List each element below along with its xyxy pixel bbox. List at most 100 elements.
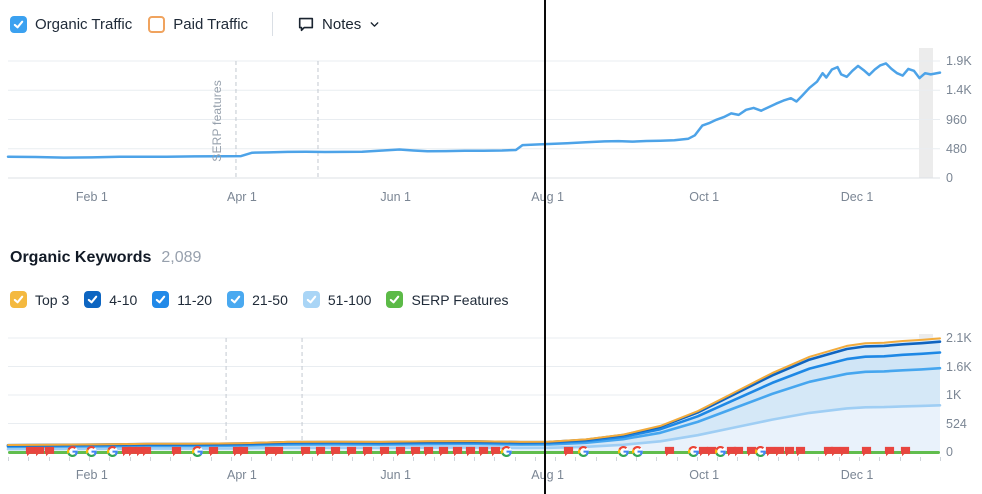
- checkbox-checked-icon: [302, 291, 320, 308]
- note-flag-icon[interactable]: [774, 446, 785, 457]
- note-flag-icon[interactable]: [706, 446, 717, 457]
- note-flag-icon[interactable]: [726, 446, 737, 457]
- note-flag-icon[interactable]: [746, 446, 757, 457]
- note-flag-icon[interactable]: [362, 446, 373, 457]
- note-flag-icon[interactable]: [839, 446, 850, 457]
- note-flag-icon[interactable]: [273, 446, 284, 457]
- serp-features-annotation: SERP features: [210, 80, 224, 162]
- note-flag-icon[interactable]: [330, 446, 341, 457]
- notes-dropdown[interactable]: Notes: [297, 15, 381, 33]
- organic-traffic-chart[interactable]: SERP features: [6, 45, 942, 179]
- note-flag-icon[interactable]: [171, 446, 182, 457]
- note-flag-icon[interactable]: [861, 446, 872, 457]
- note-flag-icon[interactable]: [563, 446, 574, 457]
- checkbox-checked-icon: [10, 291, 27, 308]
- note-flag-icon[interactable]: [315, 446, 326, 457]
- note-flag-icon[interactable]: [208, 446, 219, 457]
- keywords-header: Organic Keywords 2,089: [10, 249, 201, 267]
- legend-label: 21-50: [252, 291, 288, 308]
- y-axis-label: 480: [946, 141, 967, 156]
- google-update-icon[interactable]: [754, 446, 766, 457]
- checkbox-unchecked-icon: [148, 15, 166, 33]
- note-flag-icon[interactable]: [44, 446, 55, 457]
- note-flag-icon[interactable]: [423, 446, 434, 457]
- note-flag-icon[interactable]: [25, 446, 36, 457]
- note-flag-icon[interactable]: [465, 446, 476, 457]
- note-flag-icon[interactable]: [238, 446, 249, 457]
- keywords-x-axis: Feb 1 Apr 1 Jun 1 Aug 1 Oct 1 Dec 1: [8, 468, 940, 484]
- notes-label: Notes: [322, 15, 362, 33]
- note-flag-icon[interactable]: [733, 446, 744, 457]
- note-flag-icon[interactable]: [795, 446, 806, 457]
- note-flag-icon[interactable]: [346, 446, 357, 457]
- note-flag-icon[interactable]: [698, 446, 709, 457]
- note-flag-icon[interactable]: [884, 446, 895, 457]
- note-flag-icon[interactable]: [900, 446, 911, 457]
- google-update-icon[interactable]: [617, 446, 629, 457]
- checkbox-checked-icon: [10, 15, 27, 33]
- checkbox-checked-icon: [152, 291, 170, 308]
- note-flag-icon[interactable]: [34, 446, 45, 457]
- organic-traffic-label: Organic Traffic: [35, 15, 133, 33]
- traffic-x-axis: Feb 1 Apr 1 Jun 1 Aug 1 Oct 1 Dec 1: [8, 190, 940, 206]
- keywords-legend-item-21-50[interactable]: 21-50: [227, 291, 288, 308]
- chevron-down-icon: [370, 21, 379, 27]
- google-update-icon[interactable]: [86, 446, 98, 457]
- traffic-chart-legend: Organic Traffic Paid Traffic Notes: [10, 12, 381, 36]
- legend-label: 51-100: [327, 291, 372, 308]
- google-update-icon[interactable]: [191, 446, 203, 457]
- google-update-icon[interactable]: [687, 446, 699, 457]
- paid-traffic-toggle[interactable]: Paid Traffic: [148, 15, 248, 33]
- organic-keywords-chart[interactable]: [6, 330, 942, 453]
- keywords-y-axis: 2.1K 1.6K 1K 524 0: [946, 330, 982, 459]
- note-flag-icon[interactable]: [395, 446, 406, 457]
- google-update-icon[interactable]: [66, 446, 78, 457]
- keywords-count: 2,089: [161, 249, 202, 266]
- google-update-icon[interactable]: [577, 446, 589, 457]
- note-flag-icon[interactable]: [127, 446, 138, 457]
- keywords-legend-item-top-3[interactable]: Top 3: [10, 291, 69, 308]
- note-flag-icon[interactable]: [379, 446, 390, 457]
- legend-label: SERP Features: [411, 291, 509, 308]
- y-axis-label: 1.9K: [946, 54, 972, 68]
- keywords-legend-item-4-10[interactable]: 4-10: [84, 291, 137, 308]
- keywords-legend-item-serp-features[interactable]: SERP Features: [386, 291, 508, 308]
- keywords-legend-item-11-20[interactable]: 11-20: [152, 291, 212, 308]
- x-axis-label: Apr 1: [226, 468, 257, 482]
- note-flag-icon[interactable]: [438, 446, 449, 457]
- x-axis-label: Apr 1: [226, 190, 257, 204]
- y-axis-label: 2.1K: [946, 331, 972, 345]
- keywords-legend-item-51-100[interactable]: 51-100: [302, 291, 372, 308]
- note-flag-icon[interactable]: [478, 446, 489, 457]
- x-axis-label: Dec 1: [840, 190, 874, 204]
- x-axis-label: Oct 1: [689, 190, 720, 204]
- note-flag-icon[interactable]: [452, 446, 463, 457]
- note-flag-icon[interactable]: [823, 446, 834, 457]
- note-flag-icon[interactable]: [300, 446, 311, 457]
- y-axis-label: 1.6K: [946, 359, 972, 374]
- note-flag-icon[interactable]: [830, 446, 841, 457]
- checkbox-checked-icon: [227, 291, 245, 308]
- note-flag-icon[interactable]: [765, 446, 776, 457]
- note-flag-icon[interactable]: [784, 446, 795, 457]
- google-update-icon[interactable]: [631, 446, 643, 457]
- google-update-icon[interactable]: [501, 446, 512, 457]
- y-axis-label: 960: [946, 112, 967, 127]
- crosshair-line: [544, 0, 546, 494]
- note-flag-icon[interactable]: [141, 446, 152, 457]
- note-flag-icon[interactable]: [664, 446, 675, 457]
- note-flag-icon[interactable]: [490, 446, 501, 457]
- note-flag-icon[interactable]: [410, 446, 421, 457]
- y-axis-label: 1.4K: [946, 83, 972, 98]
- x-axis-label: Feb 1: [75, 468, 108, 482]
- organic-traffic-toggle[interactable]: Organic Traffic: [10, 15, 133, 33]
- google-update-icon[interactable]: [714, 446, 726, 457]
- axis-tick-row: [8, 457, 941, 462]
- x-axis-label: Aug 1: [531, 468, 564, 482]
- keywords-legend: Top 3 4-10 11-20 21-50 51-100 SERP Features: [10, 291, 508, 308]
- note-flag-icon[interactable]: [264, 446, 275, 457]
- y-axis-label: 1K: [946, 388, 962, 402]
- keywords-title: Organic Keywords: [10, 249, 152, 266]
- google-update-icon[interactable]: [106, 446, 118, 457]
- x-axis-label: Aug 1: [531, 190, 564, 204]
